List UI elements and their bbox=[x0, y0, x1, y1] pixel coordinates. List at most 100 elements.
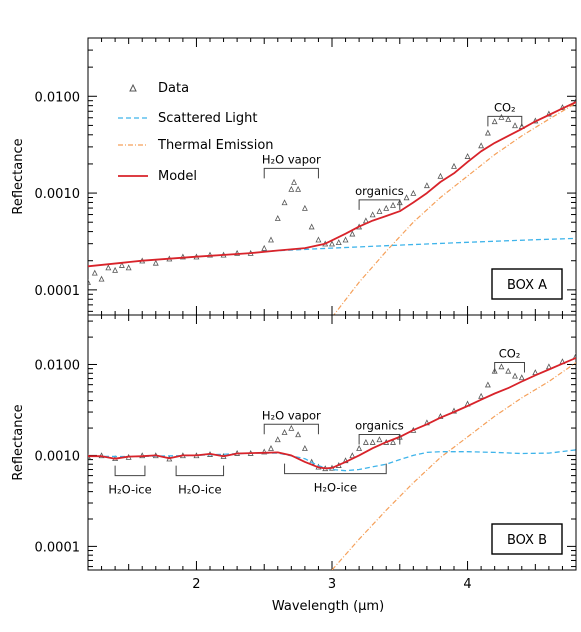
data-point bbox=[498, 113, 505, 120]
data-point bbox=[152, 259, 159, 266]
data-point bbox=[478, 142, 485, 149]
box-label-frame bbox=[491, 268, 563, 300]
data-point bbox=[410, 189, 417, 196]
series-thermal-emission-line bbox=[331, 362, 576, 570]
data-point bbox=[451, 162, 457, 169]
data-point bbox=[491, 367, 498, 374]
data-points bbox=[88, 97, 576, 285]
data-point bbox=[118, 261, 125, 268]
data-point bbox=[464, 153, 471, 159]
data-point bbox=[329, 240, 335, 247]
y-tick-label: 0.0010 bbox=[35, 187, 81, 202]
series-model-line bbox=[88, 101, 576, 268]
data-point bbox=[484, 381, 491, 388]
legend: Data Scattered Light Thermal Emission Model bbox=[118, 81, 274, 184]
annotation-label: H₂O vapor bbox=[262, 152, 321, 166]
data-point bbox=[369, 211, 376, 218]
data-point bbox=[281, 199, 288, 206]
annotation-label: CO₂ bbox=[494, 100, 516, 114]
data-point bbox=[356, 445, 363, 451]
legend-item: Model bbox=[118, 169, 197, 184]
data-point bbox=[308, 223, 315, 230]
panel-box-a: 0.0001 0.0010 0.0100 H₂O vapor organics CO₂ BO… bbox=[11, 37, 577, 316]
data-point bbox=[349, 230, 356, 237]
data-point bbox=[295, 431, 302, 438]
data-point bbox=[518, 374, 525, 381]
data-point bbox=[261, 244, 268, 251]
annotation-bracket: H₂O-ice bbox=[284, 463, 387, 495]
legend-item: Scattered Light bbox=[118, 111, 257, 126]
data-point bbox=[383, 204, 390, 211]
annotation-bracket: CO₂ bbox=[494, 347, 525, 373]
x-tick-label: 3 bbox=[328, 577, 336, 592]
data-point bbox=[573, 97, 576, 104]
data-point bbox=[295, 185, 302, 192]
data-point bbox=[105, 264, 112, 271]
data-point bbox=[268, 445, 274, 451]
data-point bbox=[573, 352, 576, 359]
series-scattered-light-line bbox=[264, 237, 576, 252]
y-tick-label: 0.0100 bbox=[35, 90, 81, 105]
data-points bbox=[88, 352, 576, 472]
x-tick-label: 2 bbox=[192, 577, 200, 592]
data-point bbox=[376, 207, 383, 214]
data-point bbox=[403, 194, 410, 201]
legend-label: Model bbox=[158, 169, 197, 184]
data-point bbox=[291, 178, 297, 185]
data-point bbox=[390, 201, 396, 208]
y-tick-label: 0.0010 bbox=[35, 449, 81, 464]
legend-marker bbox=[129, 83, 137, 92]
data-point bbox=[491, 118, 498, 125]
data-point bbox=[505, 367, 512, 374]
data-point bbox=[125, 264, 132, 271]
annotation-bracket: H₂O vapor bbox=[262, 152, 321, 179]
data-point bbox=[512, 372, 518, 379]
data-point bbox=[281, 429, 288, 435]
y-axis-label: Reflectance bbox=[11, 138, 26, 214]
legend-label: Data bbox=[158, 81, 189, 96]
data-point bbox=[91, 269, 98, 276]
data-point bbox=[478, 392, 485, 399]
y-tick-label: 0.0001 bbox=[35, 540, 81, 555]
annotation-label: CO₂ bbox=[499, 347, 521, 361]
annotation-bracket: H₂O-ice bbox=[108, 465, 152, 497]
data-point bbox=[112, 266, 119, 273]
data-point bbox=[261, 448, 268, 455]
data-point bbox=[98, 275, 105, 282]
data-point bbox=[376, 436, 383, 443]
data-point bbox=[288, 424, 295, 431]
annotation-bracket: organics bbox=[355, 418, 404, 445]
data-point bbox=[342, 236, 349, 243]
box-label-frame bbox=[491, 523, 563, 555]
data-point bbox=[268, 236, 274, 243]
data-point bbox=[274, 215, 281, 221]
y-tick-label: 0.0001 bbox=[35, 284, 81, 299]
data-point bbox=[484, 129, 491, 136]
annotation-label: H₂O-ice bbox=[178, 483, 221, 497]
annotation-label: organics bbox=[355, 418, 404, 432]
data-point bbox=[437, 172, 444, 179]
series-thermal-emission-line bbox=[333, 102, 576, 315]
data-point bbox=[315, 236, 322, 243]
data-point bbox=[505, 115, 512, 122]
data-point bbox=[335, 239, 342, 246]
data-point bbox=[498, 363, 505, 370]
legend-item: Data bbox=[129, 81, 189, 96]
legend-item: Thermal Emission bbox=[118, 138, 274, 153]
legend-label: Scattered Light bbox=[158, 111, 257, 126]
annotation-bracket: H₂O vapor bbox=[262, 408, 321, 435]
legend-label: Thermal Emission bbox=[157, 138, 274, 153]
annotation-label: H₂O-ice bbox=[108, 483, 151, 497]
data-point bbox=[274, 436, 281, 443]
x-axis-label: Wavelength (µm) bbox=[272, 599, 384, 614]
panel-box-b: 0.0001 0.0010 0.0100 H₂O vapor organics CO₂ H₂… bbox=[11, 314, 577, 571]
data-point bbox=[423, 182, 430, 189]
annotation-label: organics bbox=[355, 184, 404, 198]
series-model-line bbox=[88, 357, 576, 470]
data-point bbox=[288, 185, 295, 192]
annotation-bracket: H₂O-ice bbox=[175, 465, 225, 497]
data-point bbox=[362, 438, 369, 445]
data-point bbox=[390, 438, 396, 445]
data-point bbox=[369, 438, 376, 445]
